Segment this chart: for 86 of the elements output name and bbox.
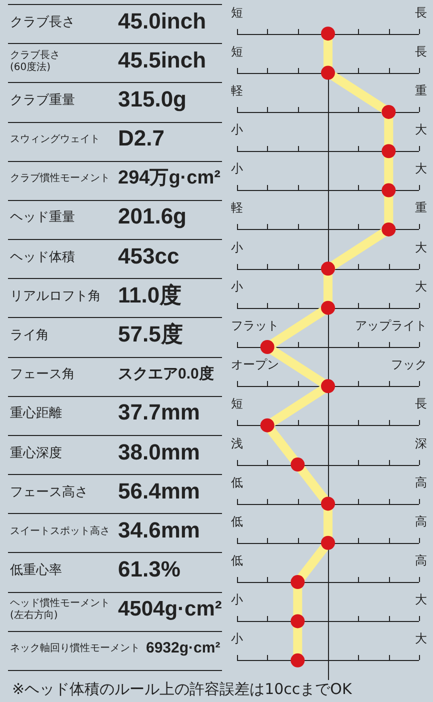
text: 高 [415, 554, 427, 568]
text: 軽 [231, 84, 243, 98]
text: 4504g·cm² [118, 597, 222, 620]
y-tick-label: 低重心率 [10, 562, 62, 578]
text: 短 [231, 6, 243, 20]
y-tick-label: ヘッド重量 [10, 210, 75, 225]
text: 45.0inch [118, 8, 206, 34]
text: 大 [415, 280, 427, 294]
y-tick-label: ヘッド体積 [10, 250, 75, 265]
text: 34.6mm [118, 518, 200, 543]
y-tick-label: 重心深度 [10, 444, 62, 461]
y-tick-label: フェース高さ [10, 484, 88, 500]
text: 小 [231, 592, 243, 607]
y-tick-label: フェース角 [10, 366, 75, 382]
point [321, 379, 335, 394]
text: 小 [231, 280, 243, 294]
text: 低 [231, 476, 243, 490]
point [290, 653, 305, 668]
y-tick-label: 重心距離 [10, 404, 62, 421]
annotation: フラット [231, 318, 279, 333]
point [290, 575, 305, 590]
text: 高 [415, 476, 427, 490]
text: 57.5度 [118, 322, 183, 347]
text: 37.7mm [118, 400, 200, 425]
point [382, 183, 396, 198]
y-tick-label: ネック軸回り慣性モーメント [10, 642, 140, 654]
text: 38.0mm [118, 440, 200, 465]
text: 重 [415, 84, 427, 98]
text: 大 [415, 162, 427, 176]
text: 294万g·cm² [118, 168, 220, 189]
text: フック [391, 358, 427, 372]
y-tick-label: ライ角 [10, 328, 49, 343]
annotation: ※ヘッド体積のルール上の許容誤差は10ccまでOK [12, 680, 353, 698]
text: 長 [415, 6, 427, 20]
text: 低 [231, 514, 243, 529]
text: 重 [415, 200, 427, 215]
point [260, 340, 274, 354]
annotation: アップライト [355, 318, 427, 333]
text: 大 [415, 632, 427, 646]
text: 61.3% [118, 556, 180, 582]
text: 201.6g [118, 204, 186, 229]
point [260, 418, 274, 432]
point [290, 614, 305, 628]
text: 軽 [231, 200, 243, 215]
y-tick-label: クラブ長さ [10, 14, 75, 30]
annotation: オープン [231, 358, 279, 372]
y-tick-label: ヘッド慣性モーメント(左右方向) [10, 597, 110, 622]
y-tick-label: スウィングウェイト [10, 134, 100, 146]
text: 小 [231, 162, 243, 176]
y-tick-label: スイートスポット高さ [10, 525, 110, 538]
y-tick-label: クラブ重量 [10, 92, 75, 108]
text: スクエア0.0度 [118, 364, 214, 383]
y-tick-label: クラブ長さ(60度法) [10, 49, 60, 74]
text: 45.5inch [118, 48, 206, 73]
text: 深 [415, 436, 427, 451]
point [382, 222, 396, 236]
text: 大 [415, 240, 427, 255]
text: 短 [231, 396, 243, 411]
text: 11.0度 [118, 282, 182, 308]
text: 低 [231, 554, 243, 568]
point [382, 104, 396, 119]
text: 315.0g [118, 86, 186, 112]
text: D2.7 [118, 126, 164, 151]
text: 大 [415, 122, 427, 137]
point [321, 536, 335, 550]
y-tick-label: リアルロフト角 [10, 288, 101, 304]
text: 453cc [118, 244, 180, 269]
y-tick-label: クラブ慣性モーメント [10, 172, 110, 184]
text: 短 [231, 44, 243, 59]
text: 高 [415, 514, 427, 529]
text: 56.4mm [118, 478, 200, 504]
text: 小 [231, 632, 243, 646]
point [321, 66, 335, 80]
point [321, 26, 335, 41]
text: 長 [415, 396, 427, 411]
point [321, 496, 335, 511]
text: 大 [415, 592, 427, 607]
point [321, 300, 335, 315]
point [290, 458, 305, 472]
text: 長 [415, 44, 427, 59]
text: 6932g·cm² [146, 640, 220, 657]
point [321, 262, 335, 276]
text: 小 [231, 240, 243, 255]
text: 浅 [231, 436, 243, 451]
point [382, 144, 396, 158]
text: 小 [231, 122, 243, 137]
